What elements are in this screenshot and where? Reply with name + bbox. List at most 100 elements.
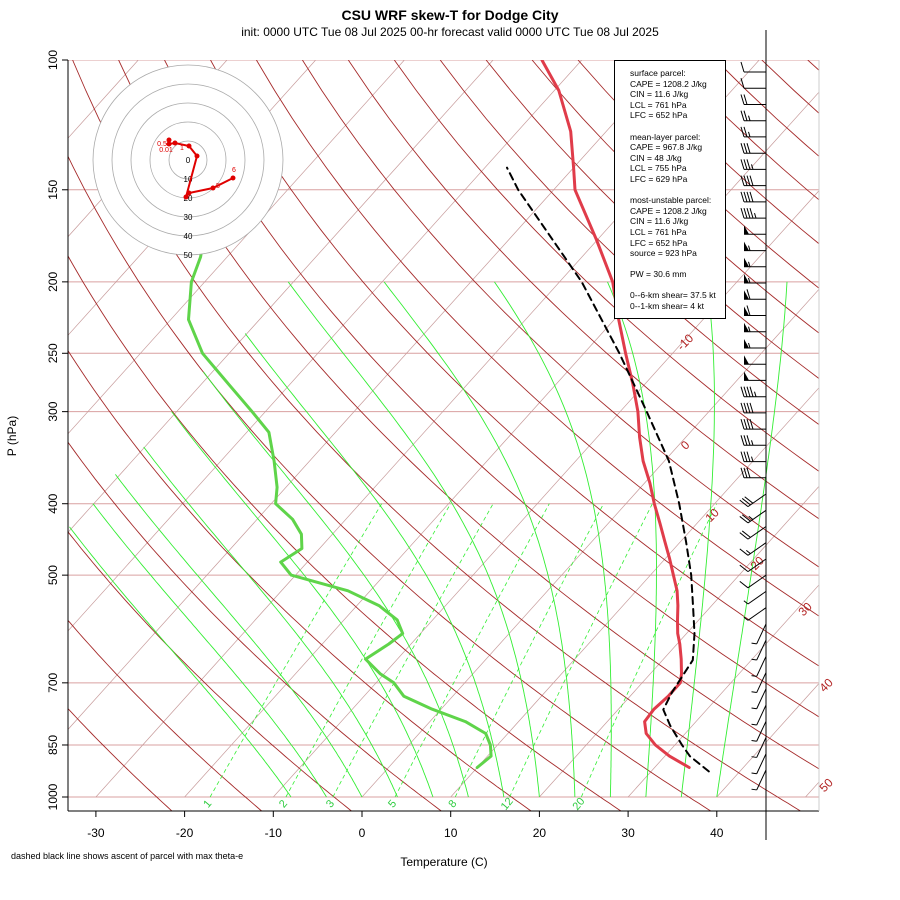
barb-flag <box>746 289 751 300</box>
barb-half <box>748 115 751 121</box>
isotherm-label: 10 <box>702 505 722 525</box>
barb-flag <box>746 143 751 154</box>
barb-staff <box>756 704 767 726</box>
barb-flag <box>740 143 745 154</box>
isotherm-label: -10 <box>674 331 696 353</box>
info-header: surface parcel: <box>630 68 686 78</box>
barb-flag <box>749 402 754 414</box>
dry-adiabat <box>68 531 353 811</box>
barb-half <box>748 131 751 138</box>
barb-flag <box>740 451 745 462</box>
x-tick-label: 20 <box>533 826 547 840</box>
barb-flag <box>743 435 748 446</box>
barb-flag <box>740 386 745 397</box>
mixing-ratio-label: 1 <box>201 798 214 810</box>
info-header: PW = 30.6 mm <box>630 269 687 280</box>
wind-barb <box>744 371 766 381</box>
x-tick-label: 40 <box>710 826 724 840</box>
moist-adiabat <box>203 371 469 798</box>
wind-barb <box>739 558 767 573</box>
barb-staff <box>756 721 767 742</box>
barb-flag <box>739 564 749 573</box>
dry-adiabat <box>256 60 819 617</box>
barb-flag <box>746 305 751 316</box>
hodograph-point <box>183 194 189 200</box>
info-header: 0--6-km shear= 37.5 kt <box>630 290 716 301</box>
info-line: CIN = 11.6 J/kg <box>630 216 689 227</box>
wind-barb <box>743 607 767 621</box>
barb-half <box>748 515 754 520</box>
barb-flag <box>749 386 754 397</box>
barb-pennant <box>744 355 749 365</box>
dry-adiabat <box>68 349 532 811</box>
x-tick-label: -10 <box>265 826 283 840</box>
hodograph-ring-label: 10 <box>184 175 193 184</box>
wind-barb <box>740 451 766 463</box>
wind-barb <box>751 753 767 775</box>
info-line: CAPE = 967.8 J/kg <box>630 142 703 153</box>
isotherm-line <box>273 190 819 798</box>
barb-half <box>754 391 757 397</box>
isotherm-line <box>68 60 583 632</box>
barb-flag <box>749 175 754 186</box>
barb-flag <box>740 467 745 478</box>
mixing-ratio-line <box>454 503 604 798</box>
barb-pennant <box>744 290 749 300</box>
barb-half <box>743 600 749 605</box>
barb-pennant <box>744 241 749 251</box>
barb-staff <box>756 623 767 645</box>
barb-flag <box>740 175 745 186</box>
x-tick-label: 10 <box>444 826 458 840</box>
dry-adiabat <box>68 619 263 811</box>
wind-barb <box>740 61 766 73</box>
barb-half <box>751 788 757 791</box>
barb-flag <box>740 159 745 170</box>
dry-adiabat <box>807 60 819 71</box>
barb-pennant <box>744 322 749 332</box>
barb-staff <box>747 509 767 524</box>
wind-barb <box>740 418 766 430</box>
barb-flag <box>741 514 751 522</box>
dry-adiabat <box>347 60 819 520</box>
wind-barb <box>744 274 766 284</box>
mixing-ratio-line <box>509 503 653 798</box>
x-tick-label: 30 <box>621 826 635 840</box>
hodograph-ring <box>111 83 265 237</box>
wind-barb <box>744 339 766 349</box>
wind-barb <box>751 769 767 791</box>
barb-half <box>748 277 751 284</box>
hodograph-ring <box>92 64 284 256</box>
barb-flag <box>743 110 748 121</box>
parcel-profile <box>506 166 710 773</box>
moist-adiabat <box>69 526 292 798</box>
barb-flag <box>746 207 751 219</box>
wind-barb <box>740 126 766 138</box>
hodograph-point-label: 5 <box>216 183 220 190</box>
barb-flag <box>740 61 745 73</box>
moist-adiabat <box>607 281 657 798</box>
barb-pennant <box>744 371 749 381</box>
chart-title: CSU WRF skew-T for Dodge City <box>341 7 559 23</box>
wind-barb <box>743 590 767 605</box>
isotherm-line <box>450 387 819 798</box>
wind-barb <box>740 402 766 414</box>
barb-staff <box>756 672 767 693</box>
dry-adiabat <box>485 60 819 380</box>
barb-flag <box>740 418 745 430</box>
barb-flag <box>743 402 748 414</box>
y-tick-label: 300 <box>46 401 60 421</box>
moist-adiabat <box>92 503 327 798</box>
y-tick-label: 250 <box>46 343 60 363</box>
barb-half <box>748 326 751 332</box>
barb-flag <box>740 207 745 219</box>
temperature-profile <box>540 60 691 769</box>
barb-half <box>751 772 757 775</box>
dry-adiabat <box>164 60 819 718</box>
wind-barb <box>744 305 766 316</box>
hodograph-point <box>210 185 216 191</box>
barb-flag <box>746 467 751 478</box>
wind-barb <box>739 542 767 556</box>
barb-half <box>751 456 754 462</box>
wind-barb <box>751 721 767 742</box>
wind-barb <box>739 493 767 508</box>
